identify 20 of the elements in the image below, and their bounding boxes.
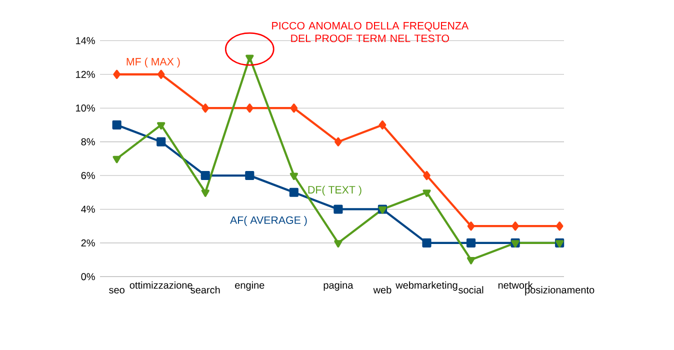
- series-label: DF( TEXT ): [308, 186, 362, 196]
- series-label: MF ( MAX ): [126, 58, 180, 68]
- y-tick-label: 4%: [81, 206, 95, 213]
- x-tick-label: ottimizzazione: [130, 281, 192, 289]
- y-tick-label: 2%: [81, 239, 95, 246]
- y-tick-label: 12%: [76, 70, 95, 78]
- x-tick-label: engine: [235, 281, 264, 291]
- x-tick-label: pagina: [324, 281, 354, 291]
- x-tick-label: social: [458, 286, 484, 294]
- x-tick-label: seo: [109, 288, 124, 294]
- y-tick-label: 8%: [81, 138, 95, 146]
- series-label: AF( AVERAGE ): [230, 216, 307, 226]
- y-tick-label: 6%: [81, 172, 95, 180]
- x-tick-label: search: [190, 286, 220, 294]
- y-tick-label: 0%: [81, 273, 95, 280]
- y-tick-label: 14%: [76, 37, 95, 44]
- x-tick-label: webmarketing: [396, 281, 458, 291]
- annotation: PICCO ANOMALO DELLA FREQUENZA DEL PROOF TERM NEL TESTO: [272, 22, 469, 42]
- x-tick-label: web: [373, 286, 392, 294]
- y-tick-label: 10%: [76, 104, 95, 112]
